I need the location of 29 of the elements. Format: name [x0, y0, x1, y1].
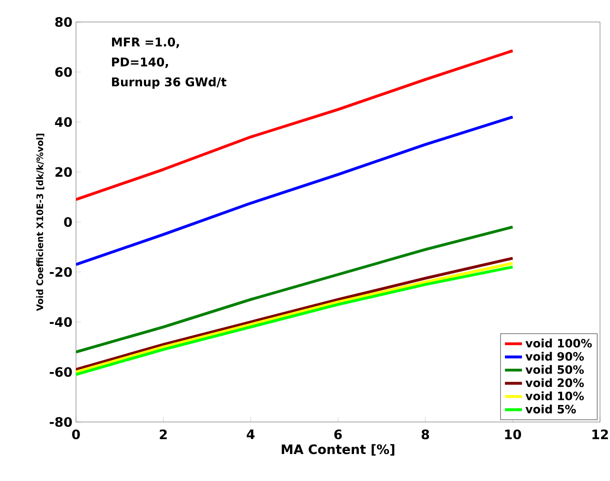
x-tick-label: 12: [592, 430, 608, 440]
line-series: [76, 49, 514, 201]
x-tick-label: 0: [72, 430, 80, 440]
x-tick-label: 6: [334, 430, 342, 440]
legend-label: void 10%: [526, 391, 584, 400]
line-series: [76, 116, 514, 266]
x-axis-title: MA Content [%]: [282, 444, 394, 456]
annotation: Burnup 36 GWd/t: [112, 77, 226, 89]
y-tick-label: -20: [50, 267, 72, 277]
y-tick-label: 20: [55, 167, 72, 177]
y-tick-label: 80: [55, 17, 72, 27]
x-tick-label: 2: [160, 430, 167, 440]
x-tick-label: 4: [246, 430, 255, 439]
y-tick-label: -40: [50, 317, 72, 327]
y-tick-label: -80: [50, 417, 72, 427]
legend-label: void 20%: [526, 378, 584, 388]
x-tick-label: 10: [505, 430, 522, 440]
legend-label: void 50%: [526, 365, 584, 374]
legend-label: void 90%: [526, 352, 584, 361]
y-tick-label: 0: [64, 217, 72, 227]
y-tick-label: -60: [50, 367, 72, 377]
legend-label: void 5%: [526, 404, 576, 414]
annotation: PD=140,: [112, 57, 168, 68]
y-tick-label: 40: [55, 117, 72, 127]
y-axis-title: Void Coefficient X10E-3 [dk/k/%vol]: [36, 134, 44, 311]
annotation: MFR =1.0,: [112, 38, 179, 48]
y-tick-label: 60: [55, 67, 72, 77]
x-tick-label: 8: [422, 430, 430, 440]
legend-label: void 100%: [526, 338, 592, 348]
